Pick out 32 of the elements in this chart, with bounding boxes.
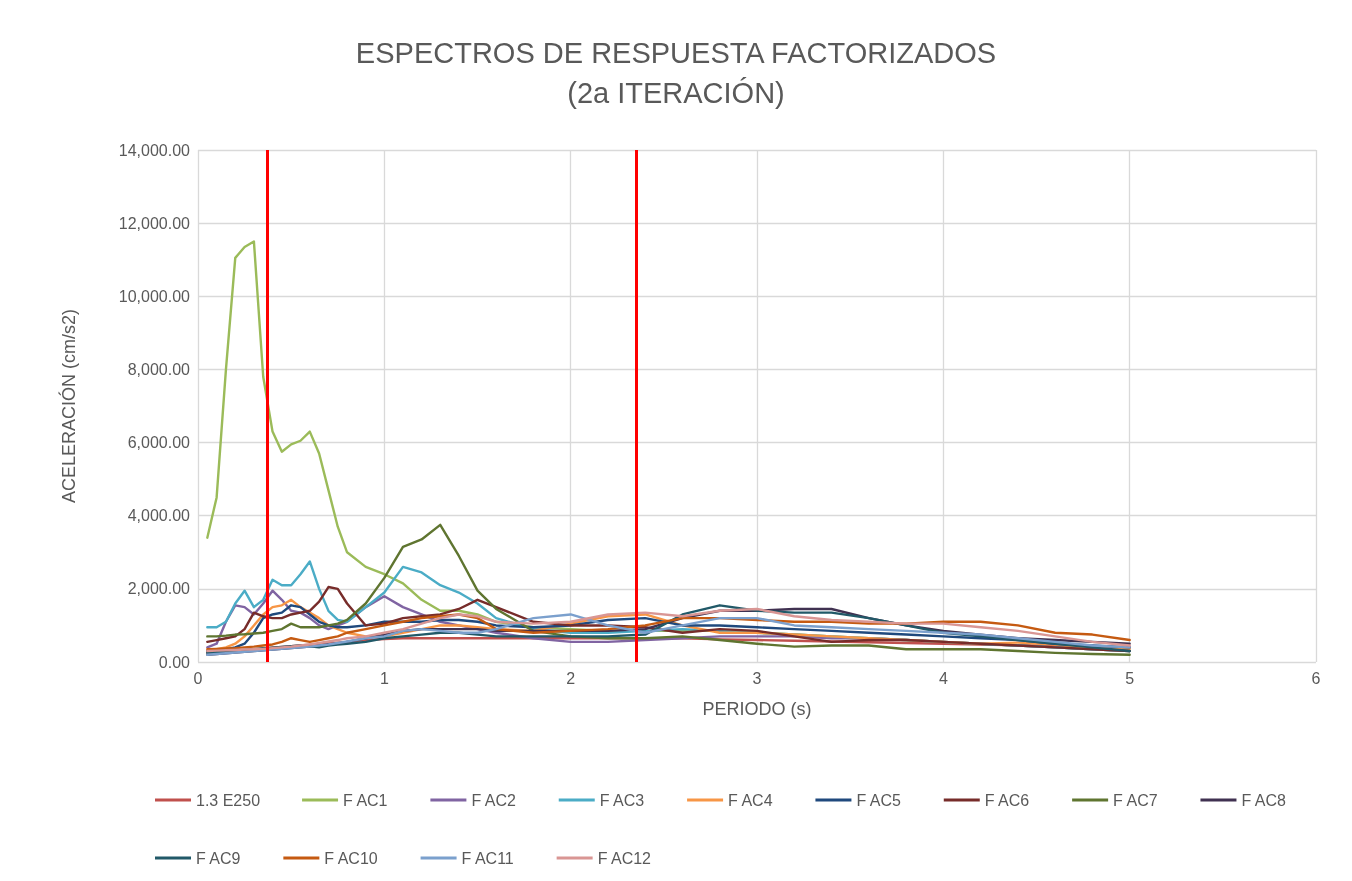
y-tick-label: 12,000.00	[118, 214, 191, 232]
legend-label: F AC12	[597, 849, 652, 867]
y-axis-title: ACELERACIÓN (cm/s2)	[58, 308, 79, 504]
legend-label: F AC4	[728, 791, 773, 809]
legend-label: F AC5	[856, 791, 901, 809]
x-tick-label: 1	[379, 669, 389, 687]
legend-label: F AC1	[343, 791, 388, 809]
legend-label: 1.3 E250	[196, 791, 261, 809]
x-tick-label: 0	[193, 669, 203, 687]
legend-label: F AC9	[196, 849, 241, 867]
x-tick-label: 2	[566, 669, 576, 687]
x-tick-label: 3	[752, 669, 762, 687]
x-axis-title: PERIODO (s)	[702, 699, 812, 719]
legend-label: F AC6	[984, 791, 1030, 809]
y-tick-label: 0.00	[158, 653, 191, 671]
y-tick-label: 14,000.00	[118, 141, 191, 159]
chart-title: ESPECTROS DE RESPUESTA FACTORIZADOS (2a ITERACIÓN)	[355, 37, 997, 109]
y-tick-label: 6,000.00	[127, 434, 191, 452]
y-tick-label: 8,000.00	[127, 360, 191, 378]
y-tick-label: 10,000.00	[118, 287, 191, 305]
x-tick-label: 4	[938, 669, 948, 687]
y-tick-label: 4,000.00	[127, 507, 191, 525]
legend-label: F AC7	[1113, 791, 1158, 809]
x-tick-label: 5	[1125, 669, 1135, 687]
legend-label: F AC3	[599, 791, 645, 809]
x-tick-label: 6	[1311, 669, 1321, 687]
legend-label: F AC11	[461, 849, 514, 867]
legend-label: F AC10	[324, 849, 378, 867]
y-tick-label: 2,000.00	[127, 580, 191, 598]
legend-label: F AC2	[471, 791, 516, 809]
line-series	[206, 523, 1131, 656]
legend-label: F AC8	[1241, 791, 1287, 809]
